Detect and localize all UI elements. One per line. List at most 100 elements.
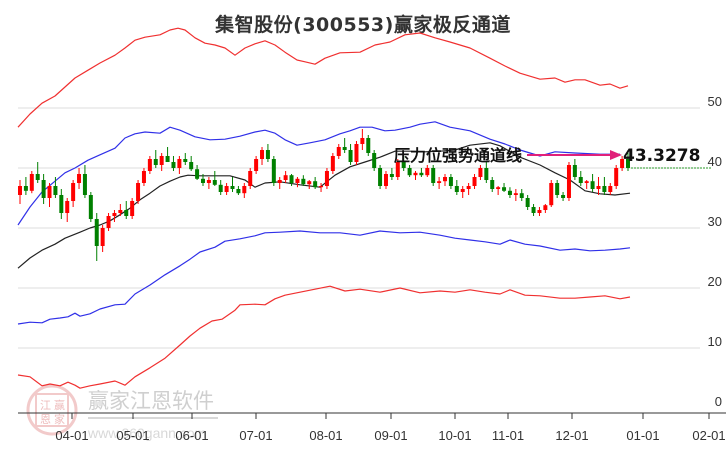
x-tick-label: 10-01 — [438, 428, 471, 443]
candle-down — [153, 159, 158, 165]
candle-down — [431, 168, 436, 183]
candle-down — [626, 159, 630, 168]
candle-up — [118, 210, 123, 213]
candle-up — [260, 150, 265, 159]
candle-down — [171, 162, 176, 168]
annotation-value: 43.3278 — [623, 146, 700, 166]
candle-down — [165, 156, 170, 162]
watermark-seal-char: 家 — [54, 412, 65, 426]
candle-down — [94, 219, 99, 246]
watermark-text: 赢家江恩软件 — [88, 389, 214, 413]
candle-up — [360, 138, 365, 144]
annotation-label: 压力位强势通道线 — [394, 146, 522, 165]
candle-down — [218, 184, 223, 192]
candle-up — [177, 159, 182, 168]
candle-up — [596, 186, 601, 189]
band-outer-upper — [17, 27, 629, 128]
candle-down — [265, 150, 270, 159]
candle-up — [71, 183, 76, 201]
candle-down — [519, 193, 524, 198]
candle-up — [106, 216, 111, 228]
candle-down — [419, 172, 424, 176]
candle-down — [59, 195, 64, 213]
x-tick-label: 12-01 — [555, 428, 588, 443]
watermark-seal-char: 江 — [40, 399, 51, 412]
x-tick-label: 08-01 — [309, 428, 342, 443]
candle-up — [472, 177, 477, 186]
candle-up — [614, 168, 619, 186]
candle-up — [159, 156, 164, 165]
candle-down — [531, 207, 536, 213]
candle-down — [602, 186, 607, 192]
candle-down — [561, 195, 566, 198]
candle-up — [136, 183, 141, 201]
y-tick-label: 0 — [715, 394, 722, 409]
watermark-seal-frame — [35, 393, 69, 427]
candle-down — [448, 177, 453, 186]
candle-up — [47, 186, 52, 198]
candle-down — [53, 186, 58, 195]
candle-up — [248, 171, 253, 186]
candle-down — [348, 150, 353, 162]
candle-down — [401, 162, 406, 168]
x-tick-label: 02-01 — [692, 428, 725, 443]
grid — [18, 107, 700, 349]
candle-up — [413, 172, 418, 176]
candle-down — [507, 190, 512, 195]
candle-down — [195, 169, 200, 179]
y-tick-label: 10 — [708, 334, 722, 349]
candle-up — [425, 168, 430, 176]
candle-down — [124, 210, 129, 216]
candle-down — [236, 189, 241, 194]
watermark: 江 赢 恩 家 赢家江恩软件 www.360gann.com — [26, 384, 218, 441]
candle-up — [395, 162, 400, 177]
candle-up — [283, 175, 288, 180]
x-tick-label: 06-01 — [175, 428, 208, 443]
candlesticks — [18, 129, 630, 261]
candle-up — [242, 186, 247, 194]
candle-up — [77, 174, 82, 183]
band-middle — [17, 142, 631, 269]
candle-down — [454, 186, 459, 192]
candle-down — [366, 138, 371, 153]
candle-down — [189, 162, 194, 170]
candle-down — [372, 153, 377, 168]
watermark-seal-char: 恩 — [40, 413, 51, 426]
candle-up — [319, 186, 324, 188]
candle-down — [200, 178, 205, 183]
candle-up — [549, 183, 554, 206]
candle-down — [23, 186, 28, 191]
x-tick-label: 04-01 — [55, 428, 88, 443]
watermark-url: www.360gann.com — [87, 425, 206, 441]
candle-down — [378, 168, 383, 186]
candle-down — [484, 168, 489, 180]
candle-up — [620, 159, 625, 168]
candle-up — [383, 174, 388, 186]
x-tick-label: 01-01 — [626, 428, 659, 443]
candle-down — [41, 180, 46, 198]
candle-up — [206, 180, 211, 183]
candle-down — [289, 175, 294, 183]
candle-up — [295, 178, 300, 183]
candle-down — [82, 174, 87, 195]
candle-up — [277, 180, 282, 183]
watermark-seal-icon — [26, 384, 78, 436]
x-tick-label: 09-01 — [374, 428, 407, 443]
candle-up — [608, 186, 613, 192]
candle-down — [389, 174, 394, 177]
candle-up — [460, 189, 465, 192]
x-axis: 04-01 05-01 06-01 07-01 08-01 09-01 10-01 11-01… — [18, 412, 726, 443]
candle-down — [212, 180, 217, 185]
resistance-annotation: 压力位强势通道线 43.3278 — [394, 146, 700, 166]
candle-down — [407, 168, 412, 176]
watermark-seal-char: 赢 — [54, 398, 65, 412]
x-tick-label: 07-01 — [239, 428, 272, 443]
candle-up — [584, 181, 589, 183]
candle-up — [147, 159, 152, 171]
candle-down — [578, 177, 583, 183]
candle-up — [65, 201, 70, 213]
candle-down — [230, 186, 235, 189]
x-tick-label: 05-01 — [116, 428, 149, 443]
candle-down — [183, 159, 188, 162]
